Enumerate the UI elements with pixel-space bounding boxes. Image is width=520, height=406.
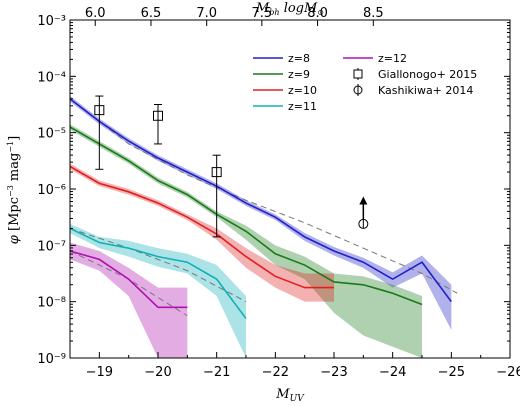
legend-square-giallonogo-2015 (353, 69, 363, 79)
band-z-10 (70, 163, 334, 302)
top-tick-label-1: 6.0 (85, 6, 106, 21)
giallongo-marker-1 (94, 105, 105, 116)
x-tick-label-6: −24 (379, 365, 406, 380)
top-tick-label-6: 8.5 (363, 6, 384, 21)
series-line-z-8 (69, 98, 452, 303)
legend-label-z-12: z=12 (378, 52, 407, 65)
top-tick-label-5: 8.0 (307, 6, 328, 21)
fit-line-2 (69, 227, 247, 303)
giallongo-marker-2 (153, 110, 163, 121)
legend-label-z-8: z=8 (288, 52, 310, 65)
y-tick-label-3: 10⁻⁷ (37, 239, 66, 254)
x-axis-label: MUV (275, 387, 305, 404)
kashikawa-arrow-head-1 (359, 196, 368, 205)
top-tick-label-2: 6.5 (141, 6, 162, 21)
legend-label-z-11: z=11 (288, 100, 317, 113)
y-tick-label-7: 10⁻³ (37, 14, 66, 29)
y-tick-label-6: 10⁻⁴ (37, 70, 66, 85)
series-line-z-10 (69, 165, 334, 289)
band-z-12 (70, 242, 188, 358)
x-tick-label-8: −26 (496, 365, 520, 380)
y-tick-label-1: 10⁻⁹ (37, 352, 66, 367)
observation-markers (94, 95, 369, 238)
y-tick-label-5: 10⁻⁵ (37, 127, 66, 142)
x-tick-label-4: −22 (262, 365, 289, 380)
series-line-z-12 (69, 250, 188, 309)
series-line-z-9 (69, 126, 423, 306)
axis-ticks: −19 −20 −21 −22 −23 −24 −25 −26 6.0 6.5 7.0 7.5 8.0 8… (37, 6, 520, 380)
x-tick-label-1: −19 (86, 365, 113, 380)
series-line-z-11 (69, 227, 247, 320)
legend: z=8 z=9 z=10 z=11 z=12 Giallonogo+ 2015 Kashik… (253, 52, 477, 113)
x-tick-label-5: −23 (320, 365, 347, 380)
top-tick-label-3: 7.0 (196, 6, 217, 21)
confidence-bands (70, 96, 452, 358)
y-axis-label: φ [Mpc−3 mag−1] (6, 136, 22, 244)
top-axis-label: Mbh logM⊙ (255, 1, 324, 17)
x-tick-label-3: −21 (203, 365, 230, 380)
legend-label-giallonogo-2015: Giallonogo+ 2015 (378, 68, 477, 81)
top-tick-label-4: 7.5 (251, 6, 272, 21)
fit-line-1 (69, 98, 458, 294)
x-tick-label-2: −20 (144, 365, 171, 380)
legend-label-z-9: z=9 (288, 68, 310, 81)
series-lines (69, 98, 452, 320)
x-tick-label-7: −25 (438, 365, 465, 380)
y-tick-label-2: 10⁻⁸ (37, 296, 66, 311)
legend-label-kashikiwa-2014: Kashikiwa+ 2014 (378, 84, 473, 97)
band-z-9 (70, 124, 422, 358)
legend-label-z-10: z=10 (288, 84, 317, 97)
y-tick-label-4: 10⁻⁶ (37, 183, 66, 198)
giallongo-marker-3 (211, 167, 222, 178)
